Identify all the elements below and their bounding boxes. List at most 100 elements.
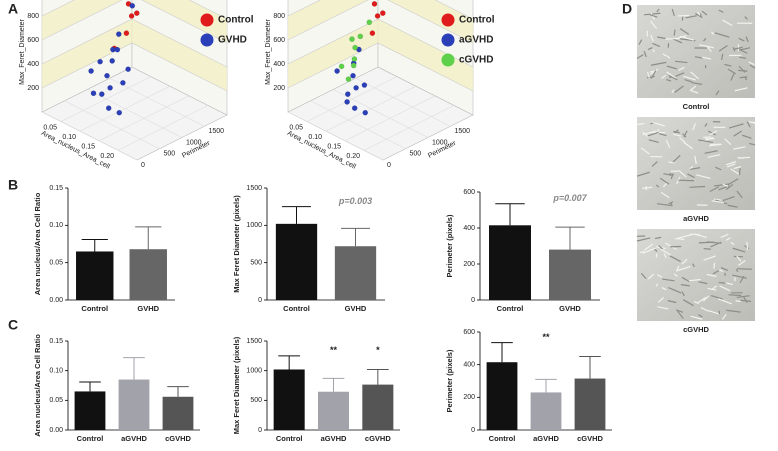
point: [351, 105, 358, 111]
z-tick-label: 400: [27, 61, 39, 68]
cell: [676, 265, 680, 271]
point: [334, 68, 340, 74]
band: [132, 19, 227, 91]
cell: [698, 314, 703, 318]
cell: [639, 251, 645, 254]
cell: [673, 273, 678, 277]
cell: [690, 315, 703, 320]
cell: [733, 166, 742, 170]
cell: [687, 173, 695, 179]
cell: [652, 49, 655, 53]
y-tick-label: 1500: [209, 128, 225, 135]
cell: [696, 296, 707, 304]
x-tick-label: 0.05: [43, 124, 57, 131]
x-tick-label: 0.15: [81, 144, 95, 151]
point: [90, 90, 97, 97]
bar: [118, 379, 150, 430]
grid-line: [41, 42, 228, 92]
legend-label: GVHD: [218, 35, 247, 46]
y-tick-label: 500: [410, 151, 422, 158]
point: [357, 33, 364, 40]
point: [349, 36, 355, 42]
cell: [718, 9, 724, 13]
legend-marker: [200, 13, 214, 27]
point: [107, 84, 113, 91]
cell: [638, 39, 643, 45]
cell: [636, 171, 650, 177]
x-tick-label: aGVHD: [533, 434, 559, 443]
cell: [642, 186, 652, 189]
x-tick-label: Control: [489, 434, 516, 443]
cell: [642, 247, 656, 254]
cell: [640, 147, 650, 155]
grid-line: [310, 100, 406, 150]
cell: [694, 155, 697, 165]
cell: [733, 46, 743, 50]
y-tick-label: 0.15: [49, 185, 63, 192]
cell: [726, 309, 741, 313]
cell: [746, 121, 751, 128]
cell: [692, 263, 695, 268]
cell: [707, 154, 721, 158]
y-tick-label: 0: [258, 427, 262, 434]
annotation: **: [330, 345, 338, 355]
grid-line: [287, 111, 384, 161]
cell: [749, 142, 756, 146]
cell: [650, 34, 655, 42]
cell: [682, 299, 694, 307]
cell: [730, 72, 735, 81]
point: [362, 109, 369, 116]
cell: [748, 61, 755, 66]
cell: [743, 296, 748, 303]
x-tick-label: cGVHD: [165, 434, 191, 443]
micrograph: [637, 5, 755, 98]
cell: [719, 269, 724, 273]
cell: [721, 53, 724, 61]
cell: [658, 245, 663, 250]
x-tick-label: Control: [81, 304, 108, 313]
cell: [673, 29, 676, 36]
cell: [651, 161, 658, 167]
cell: [693, 301, 700, 304]
y-tick-label: 1000: [246, 222, 262, 229]
cell: [728, 123, 744, 129]
point: [133, 10, 140, 16]
cell: [712, 270, 719, 275]
y-tick-label: 0.00: [49, 427, 63, 434]
band: [42, 19, 132, 88]
cell: [647, 273, 655, 280]
cell: [673, 130, 681, 134]
z-axis-label: Max_Feret_Diameter: [19, 18, 26, 84]
cell: [669, 255, 681, 263]
cell: [689, 185, 706, 188]
cell: [698, 139, 714, 144]
bar: [486, 362, 518, 430]
y-tick-label: 400: [463, 362, 475, 369]
x-tick-label: 0.10: [62, 134, 76, 141]
y-tick-label: 600: [463, 189, 475, 196]
cell: [701, 10, 708, 16]
point: [109, 58, 115, 64]
cell: [745, 36, 749, 43]
cell: [665, 139, 671, 149]
cell: [722, 195, 735, 202]
cell: [744, 245, 750, 250]
panel-label: A: [8, 1, 18, 17]
cell: [683, 75, 696, 81]
point: [351, 56, 358, 62]
grid-line: [64, 100, 160, 150]
cell: [720, 233, 729, 239]
cell: [674, 85, 684, 93]
grid-line: [86, 89, 183, 138]
point: [123, 30, 130, 36]
bar: [489, 225, 531, 300]
legend-marker: [200, 33, 214, 47]
y-axis-label: Perimeter (pixels): [445, 349, 454, 412]
x-tick-label: 0.05: [289, 124, 303, 131]
cell: [652, 42, 661, 48]
cell: [647, 131, 659, 137]
cell: [675, 60, 688, 64]
point: [116, 109, 123, 116]
cell: [640, 272, 647, 280]
cell: [668, 287, 682, 294]
